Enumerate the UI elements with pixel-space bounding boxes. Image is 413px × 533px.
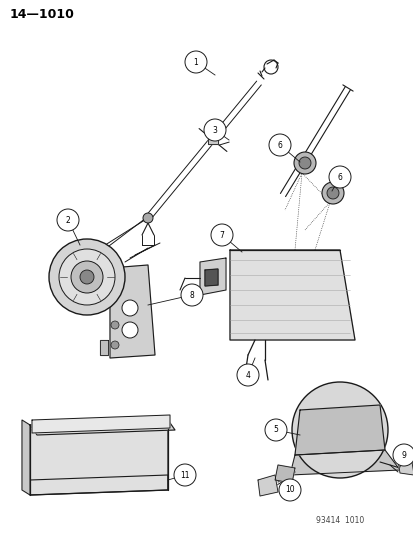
Polygon shape — [397, 460, 413, 475]
Circle shape — [328, 166, 350, 188]
Text: 8: 8 — [189, 290, 194, 300]
Circle shape — [180, 284, 202, 306]
Polygon shape — [30, 420, 175, 435]
Circle shape — [111, 341, 119, 349]
Text: 4: 4 — [245, 370, 250, 379]
Circle shape — [236, 364, 259, 386]
Circle shape — [326, 187, 338, 199]
Circle shape — [142, 213, 153, 223]
Circle shape — [71, 261, 103, 293]
Polygon shape — [30, 475, 168, 495]
Text: 14—1010: 14—1010 — [10, 8, 75, 21]
Circle shape — [49, 239, 125, 315]
Circle shape — [298, 157, 310, 169]
Text: 11: 11 — [180, 471, 189, 480]
Circle shape — [111, 321, 119, 329]
Text: 93414  1010: 93414 1010 — [315, 516, 363, 525]
Polygon shape — [199, 258, 225, 295]
Circle shape — [173, 464, 195, 486]
Text: 7: 7 — [219, 230, 224, 239]
Circle shape — [204, 119, 225, 141]
Text: 3: 3 — [212, 125, 217, 134]
Circle shape — [211, 224, 233, 246]
Text: 2: 2 — [66, 215, 70, 224]
Circle shape — [185, 51, 206, 73]
Circle shape — [59, 249, 115, 305]
Text: 9: 9 — [401, 450, 406, 459]
Circle shape — [264, 419, 286, 441]
Circle shape — [278, 479, 300, 501]
Text: 6: 6 — [277, 141, 282, 149]
Circle shape — [321, 182, 343, 204]
Circle shape — [291, 382, 387, 478]
Polygon shape — [294, 405, 384, 455]
Polygon shape — [32, 415, 170, 433]
Polygon shape — [110, 265, 154, 358]
Circle shape — [293, 152, 315, 174]
Text: 10: 10 — [285, 486, 294, 495]
Text: 6: 6 — [337, 173, 342, 182]
Circle shape — [80, 270, 94, 284]
Polygon shape — [257, 475, 277, 496]
Circle shape — [122, 322, 138, 338]
Polygon shape — [204, 269, 218, 286]
Text: 1: 1 — [193, 58, 198, 67]
Circle shape — [268, 134, 290, 156]
Polygon shape — [289, 450, 399, 475]
Polygon shape — [274, 465, 294, 483]
Circle shape — [392, 444, 413, 466]
Polygon shape — [100, 340, 108, 355]
Polygon shape — [22, 420, 30, 495]
Circle shape — [57, 209, 79, 231]
Polygon shape — [207, 136, 218, 144]
Circle shape — [122, 300, 138, 316]
Polygon shape — [230, 250, 354, 340]
Text: 5: 5 — [273, 425, 278, 434]
Polygon shape — [30, 425, 168, 495]
